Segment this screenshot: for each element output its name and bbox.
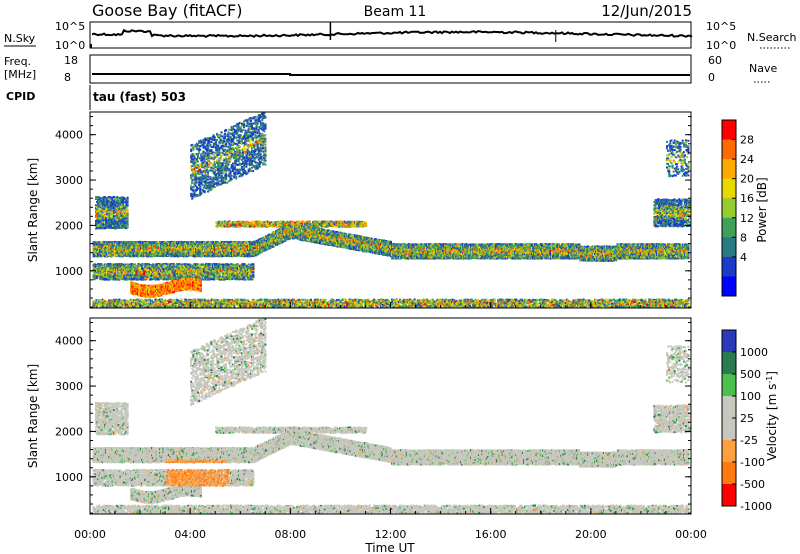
x-tick-label: 20:00 [575, 528, 607, 541]
colorbar-swatch [722, 237, 736, 257]
y-tick-label: 2000 [55, 425, 83, 438]
colorbar-swatch [722, 218, 736, 238]
freq-label: Freq. [4, 55, 31, 68]
x-tick-label: 08:00 [274, 528, 306, 541]
power-panel: 1000 2000 3000 4000 Slant Range [km] 28 24 20… [26, 111, 769, 309]
freq-tick-8: 8 [64, 71, 71, 84]
colorbar-tick-label: 24 [740, 153, 754, 166]
colorbar-tick-label: 28 [740, 134, 754, 147]
noise-tick-top-right: 10^5 [706, 20, 736, 33]
power-colorbar-label: Power [dB] [755, 177, 769, 242]
velocity-panel: 1000 2000 3000 4000 Slant Range [km] 1000 50… [26, 317, 779, 514]
noise-left-label: N.Sky [4, 32, 36, 45]
colorbar-tick-label: 20 [740, 173, 754, 186]
velocity-label-end: ] [765, 371, 779, 376]
noise-tick-bottom-left: 10^0 [55, 39, 85, 52]
y-tick-label: 4000 [55, 129, 83, 142]
colorbar-swatch [722, 374, 736, 397]
velocity-data-cells [93, 317, 691, 514]
x-tick-label: 04:00 [174, 528, 206, 541]
nave-tick-60: 60 [708, 54, 722, 67]
colorbar-tick-label: 1000 [740, 346, 768, 359]
colorbar-swatch [722, 257, 736, 277]
power-data-cells [93, 111, 691, 309]
power-ylabel: Slant Range [km] [26, 158, 40, 262]
y-tick-label: 1000 [55, 265, 83, 278]
date-title: 12/Jun/2015 [601, 2, 692, 20]
colorbar-swatch [722, 120, 736, 140]
colorbar-tick-label: 100 [740, 390, 761, 403]
x-axis-label: Time UT [364, 541, 415, 554]
x-tick-label: 12:00 [375, 528, 407, 541]
velocity-label-main: Velocity [m s [765, 384, 779, 461]
colorbar-swatch [722, 140, 736, 160]
colorbar-tick-label: -100 [740, 456, 765, 469]
cpid-label: CPID [6, 90, 35, 103]
colorbar-tick-label: 16 [740, 192, 754, 205]
colorbar-tick-label: 4 [740, 251, 747, 264]
velocity-colorbar-label: Velocity [m s-1] [765, 371, 779, 461]
colorbar-swatch [722, 418, 736, 441]
colorbar-tick-label: -500 [740, 478, 765, 491]
frequency-panel: Freq. [MHz] 18 8 60 0 Nave [4, 54, 777, 84]
noise-right-label: N.Search [747, 31, 797, 44]
colorbar-swatch [722, 198, 736, 218]
y-tick-label: 4000 [55, 335, 83, 348]
x-tick-label: 00:00 [675, 528, 707, 541]
noise-tick-top-left: 10^5 [55, 20, 85, 33]
nave-label: Nave [749, 62, 777, 75]
noise-panel: N.Sky 10^5 10^0 10^5 10^0 N.Search [4, 20, 797, 52]
colorbar-tick-label: -25 [740, 434, 758, 447]
beam-title: Beam 11 [364, 4, 427, 20]
colorbar-tick-label: 25 [740, 412, 754, 425]
velocity-ylabel: Slant Range [km] [26, 364, 40, 468]
colorbar-swatch [722, 179, 736, 199]
x-tick-label: 00:00 [74, 528, 106, 541]
colorbar-tick-label: -1000 [740, 500, 772, 513]
colorbar-swatch [722, 159, 736, 179]
colorbar-swatch [722, 276, 736, 296]
y-tick-label: 3000 [55, 174, 83, 187]
colorbar-tick-label: 12 [740, 212, 754, 225]
nave-tick-0: 0 [708, 71, 715, 84]
freq-tick-18: 18 [64, 54, 78, 67]
noise-tick-bottom-right: 10^0 [706, 39, 736, 52]
freq-unit-label: [MHz] [4, 68, 36, 81]
station-title: Goose Bay (fitACF) [92, 1, 242, 20]
x-tick-label: 16:00 [475, 528, 507, 541]
colorbar-swatch [722, 484, 736, 507]
y-tick-label: 2000 [55, 219, 83, 232]
colorbar-swatch [722, 352, 736, 375]
colorbar-swatch [722, 396, 736, 419]
colorbar-tick-label: 8 [740, 231, 747, 244]
colorbar-swatch [722, 462, 736, 485]
colorbar-swatch [722, 330, 736, 353]
noise-sky-line [92, 30, 692, 37]
velocity-label-sup: -1 [765, 376, 774, 384]
cpid-value: tau (fast) 503 [93, 90, 186, 104]
power-colorbar: 28 24 20 16 12 8 4 [722, 120, 754, 297]
y-tick-label: 3000 [55, 380, 83, 393]
colorbar-swatch [722, 440, 736, 463]
colorbar-tick-label: 500 [740, 368, 761, 381]
y-tick-label: 1000 [55, 471, 83, 484]
